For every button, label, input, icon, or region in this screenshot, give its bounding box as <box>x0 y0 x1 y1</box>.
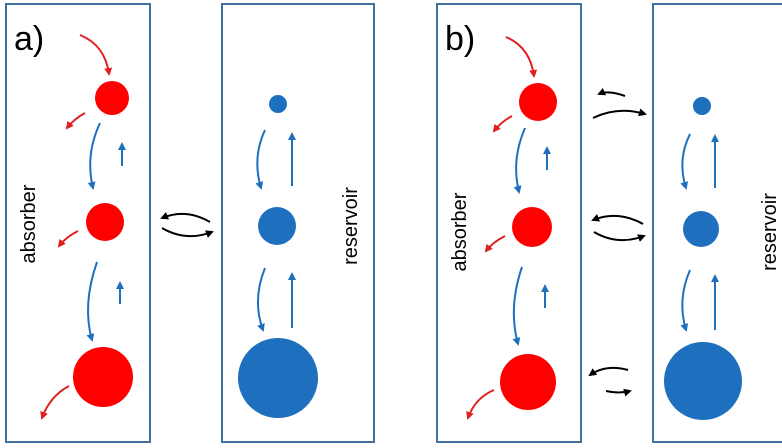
reservoir-level-3-a <box>238 338 318 418</box>
absorber-level-1-a <box>95 81 129 115</box>
exchange-arrow-right-2-b <box>593 231 646 242</box>
absorber-level-2-a <box>86 203 124 241</box>
exchange-arrow-left-3-b <box>588 366 629 377</box>
transition-down-1-b <box>513 127 526 194</box>
decay-arrow-3-b <box>466 389 495 420</box>
pump-arrow-a <box>79 34 113 76</box>
panel-a-label: a) <box>14 20 44 58</box>
reservoir-level-2-b <box>683 211 719 247</box>
panel-b: b) absorber reservoir <box>436 3 782 443</box>
reservoir-transition-down-2-b <box>680 269 691 332</box>
reservoir-box-a <box>221 3 375 443</box>
exchange-arrow-right-1-b <box>592 108 647 119</box>
pump-arrow-b <box>505 36 538 78</box>
reservoir-level-1-a <box>269 95 287 113</box>
transition-down-2-b <box>512 266 523 346</box>
transition-down-2-a <box>86 261 98 342</box>
reservoir-transition-down-1-b <box>680 133 691 190</box>
absorber-label-a: absorber <box>18 184 40 263</box>
exchange-arrow-left-2-b <box>591 214 644 225</box>
reservoir-level-3-b <box>664 342 742 420</box>
decay-arrow-1-b <box>492 115 513 133</box>
panel-a: a) absorber reservoir <box>5 3 375 443</box>
absorber-box-b <box>436 3 582 443</box>
exchange-arrow-left-1-b <box>597 87 626 97</box>
reservoir-transition-down-1-a <box>255 129 266 190</box>
absorber-level-3-b <box>500 354 556 410</box>
reservoir-transition-down-2-a <box>256 267 266 332</box>
absorber-level-2-b <box>512 207 552 247</box>
exchange-arrow-left-a <box>160 212 211 223</box>
exchange-arrow-right-a <box>161 227 214 238</box>
decay-arrow-3-a <box>40 385 70 420</box>
panel-b-label: b) <box>445 20 475 58</box>
reservoir-level-2-a <box>258 207 296 245</box>
reservoir-label-b: reservoir <box>759 193 781 271</box>
reservoir-box-b <box>652 3 782 443</box>
exchange-arrow-right-3-b <box>605 388 632 397</box>
absorber-box-a <box>5 3 151 443</box>
absorber-label-b: absorber <box>449 192 471 271</box>
decay-arrow-2-a <box>57 230 79 248</box>
reservoir-level-1-b <box>693 97 711 115</box>
absorber-level-1-b <box>519 83 557 121</box>
reservoir-label-a: reservoir <box>340 187 362 265</box>
decay-arrow-1-a <box>65 112 86 130</box>
transition-down-1-a <box>87 122 101 190</box>
absorber-level-3-a <box>73 347 133 407</box>
decay-arrow-2-b <box>484 235 506 253</box>
